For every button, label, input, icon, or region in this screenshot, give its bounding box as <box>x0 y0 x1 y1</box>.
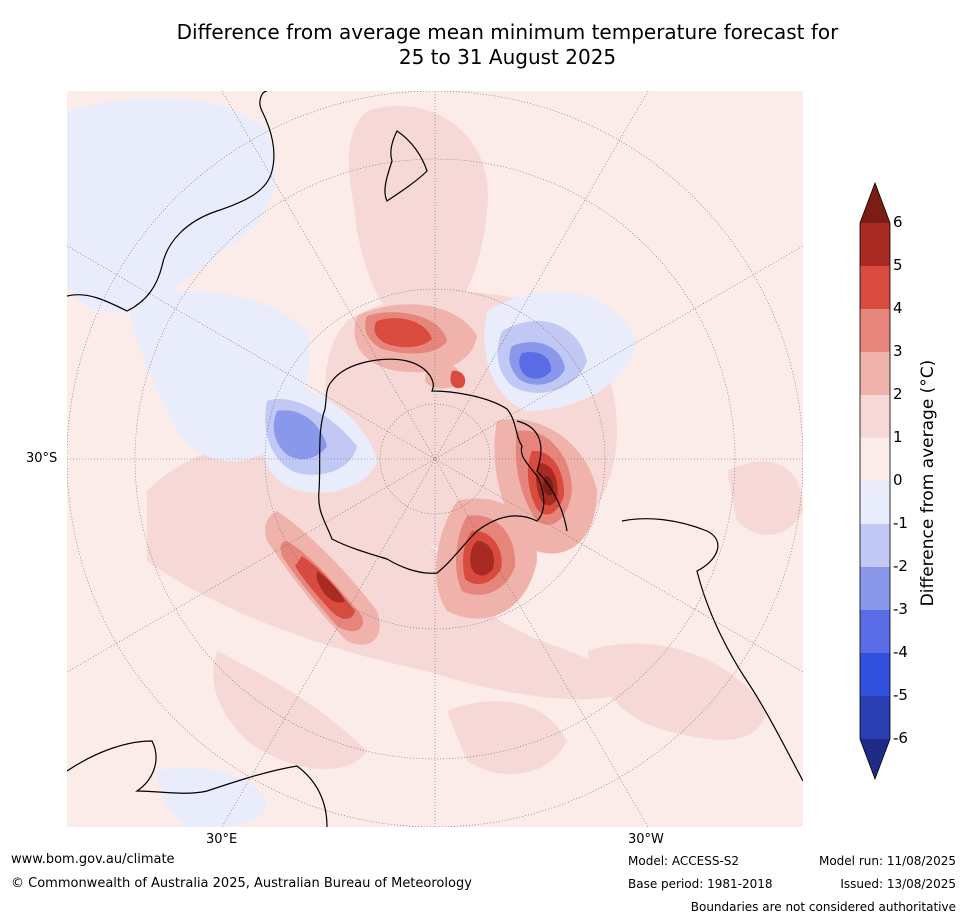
colorbar-tick-label: 6 <box>893 213 903 231</box>
colorbar-tick-label: -5 <box>893 686 908 704</box>
colorbar-swatch <box>860 395 890 438</box>
colorbar-tick-label: 1 <box>893 428 903 446</box>
lat-label-30s: 30°S <box>26 451 58 466</box>
antarctica-coastline <box>318 358 545 574</box>
lon-label-30e: 30°E <box>206 832 238 847</box>
colorbar-outline <box>859 181 891 781</box>
colorbar-swatch <box>860 610 890 653</box>
colorbar-tick-label: -6 <box>893 729 908 747</box>
australia-coastline <box>67 91 275 312</box>
colorbar-swatch <box>860 266 890 309</box>
colorbar-swatch <box>860 481 890 524</box>
colorbar-tick-label: -4 <box>893 643 908 661</box>
colorbar-extend-max <box>860 183 890 223</box>
chart-title: Difference from average mean minimum tem… <box>60 20 955 70</box>
south-america-coastline <box>621 518 803 782</box>
antarctic-peninsula <box>516 420 568 532</box>
model-run-text: Model run: 11/08/2025 <box>818 854 956 868</box>
colorbar-swatch <box>860 567 890 610</box>
colorbar-label: Difference from average (°C) <box>918 359 938 607</box>
colorbar-swatch <box>860 352 890 395</box>
colorbar-swatch <box>860 223 890 266</box>
model-text: Model: ACCESS-S2 <box>628 854 740 868</box>
colorbar-tick-label: 4 <box>893 299 903 317</box>
colorbar-tick-label: 5 <box>893 256 903 274</box>
colorbar <box>859 181 891 781</box>
title-line-2: 25 to 31 August 2025 <box>398 45 617 69</box>
colorbar-swatch <box>860 696 890 739</box>
anomaly-minus4-areas <box>519 351 552 379</box>
africa-coastline <box>67 740 328 827</box>
colorbar-tick-label: 2 <box>893 385 903 403</box>
colorbar-tick-label: -2 <box>893 557 908 575</box>
colorbar-tick-label: -3 <box>893 600 908 618</box>
colorbar-tick-label: -1 <box>893 514 908 532</box>
website-link[interactable]: www.bom.gov.au/climate <box>11 852 175 867</box>
base-period-text: Base period: 1981-2018 <box>628 877 773 891</box>
colorbar-extend-min <box>860 739 890 779</box>
colorbar-tick-label: 3 <box>893 342 903 360</box>
disclaimer-text: Boundaries are not considered authoritat… <box>690 900 956 914</box>
colorbar-swatch <box>860 438 890 481</box>
anomaly-map <box>67 91 803 827</box>
title-line-1: Difference from average mean minimum tem… <box>176 20 839 44</box>
lon-label-30w: 30°W <box>628 832 664 847</box>
graticule <box>67 91 803 827</box>
colorbar-tick-label: 0 <box>893 471 903 489</box>
new-zealand-coastline <box>384 130 428 202</box>
copyright-text: © Commonwealth of Australia 2025, Austra… <box>11 876 472 891</box>
colorbar-swatch <box>860 653 890 696</box>
colorbar-swatch <box>860 524 890 567</box>
issued-text: Issued: 13/08/2025 <box>840 877 956 891</box>
colorbar-swatch <box>860 309 890 352</box>
coastlines <box>67 91 803 827</box>
